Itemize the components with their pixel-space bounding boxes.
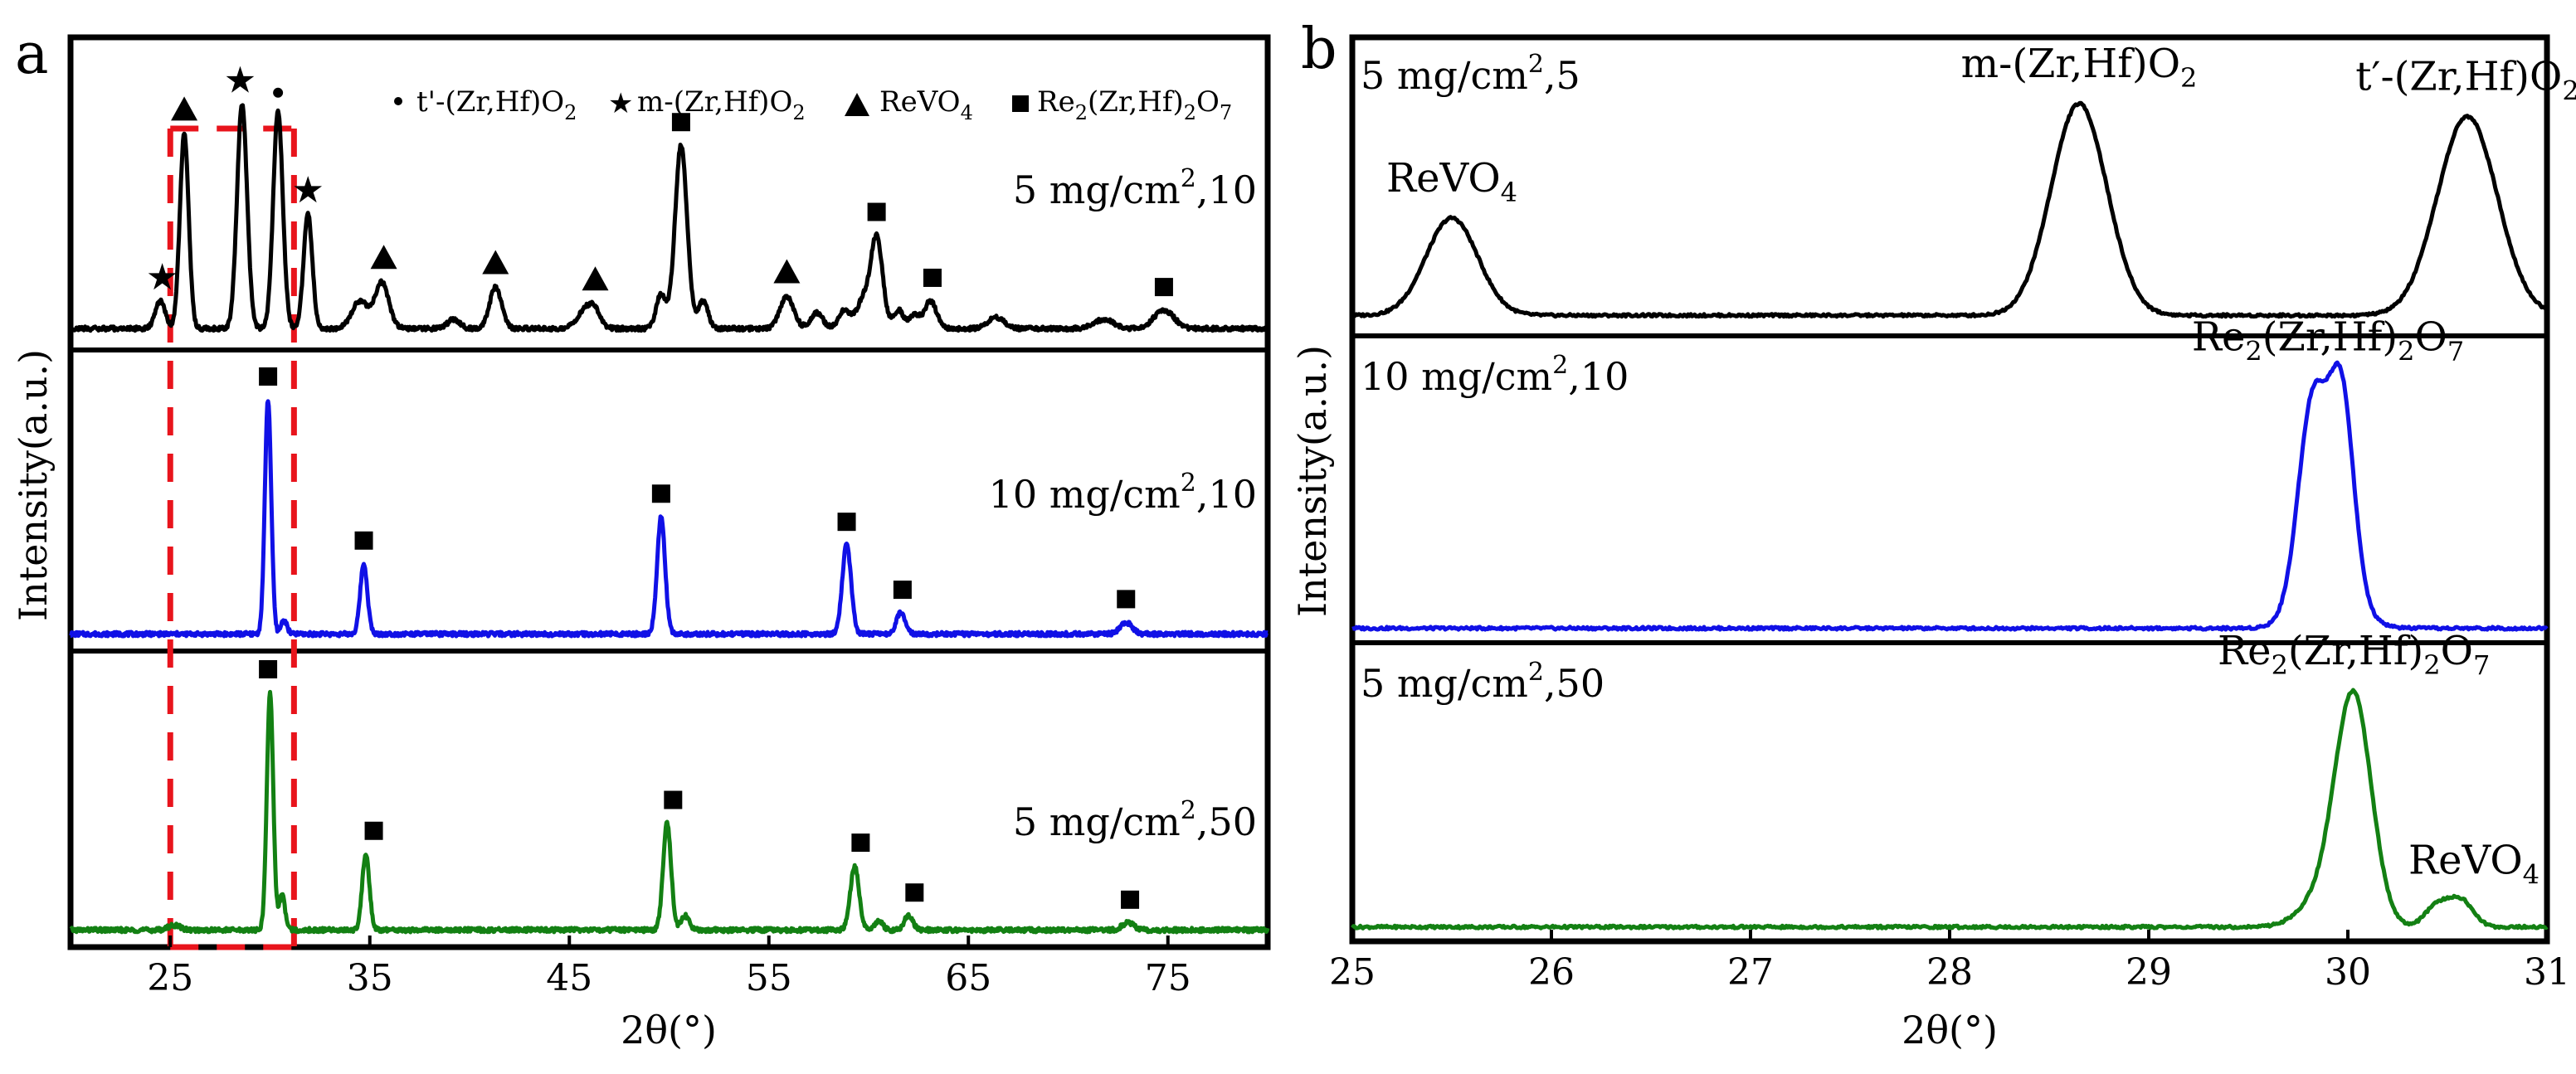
a-tick-label-1: 35 (347, 957, 393, 999)
triangle-marker-0-9 (773, 259, 801, 284)
series-line-b-1 (1351, 360, 2549, 632)
square-marker-1-2 (651, 484, 670, 503)
star-marker-0-4: ★ (291, 169, 324, 211)
square-marker-1-5 (1117, 590, 1136, 609)
square-marker-0-11 (923, 268, 942, 287)
peak-label-0-0: ReVO4 (1386, 155, 1517, 208)
square-marker-0-10 (867, 202, 886, 221)
a-tick-label-2: 45 (546, 957, 592, 999)
panel-a-ylabel: Intensity(a.u.) (11, 349, 56, 621)
panel-a-markers: ★ ★ ★ (146, 60, 1173, 909)
triangle-marker-0-6 (482, 250, 509, 275)
panel-a: ★ ★ ★ 25 35 45 55 65 75 t'-(Zr,Hf)O2 ★ m-(Zr,Hf… (11, 34, 1271, 1052)
panel-a-curves (68, 103, 1270, 935)
b-tick-label-1: 26 (1528, 951, 1575, 994)
curve-label-b-1: 10 mg/cm2,10 (1361, 351, 1629, 399)
legend-label-square: Re2(Zr,Hf)2O7 (1037, 85, 1232, 124)
series-line-b-0 (1351, 100, 2549, 319)
square-marker-1-3 (837, 513, 856, 532)
b-tick-label-5: 30 (2325, 951, 2371, 994)
panel-b-ylabel: Intensity(a.u.) (1290, 345, 1335, 617)
legend-label-dot: t'-(Zr,Hf)O2 (416, 85, 577, 124)
legend: t'-(Zr,Hf)O2 ★ m-(Zr,Hf)O2 ReVO4 Re2(Zr,… (394, 85, 1232, 124)
panel-b-curves (1351, 100, 2549, 931)
panel-b-x-ticks: 25 26 27 28 29 30 31 (1329, 930, 2570, 994)
square-marker-icon (1012, 95, 1029, 112)
dot-marker-icon (394, 97, 402, 105)
peak-label-0-2: t′-(Zr,Hf)O2 (2355, 53, 2576, 106)
curve-label-a-0: 5 mg/cm2,10 (1013, 164, 1257, 212)
series-line-a-0 (68, 103, 1269, 333)
panel-b-letter: b (1301, 17, 1337, 82)
square-marker-2-4 (905, 883, 924, 902)
square-marker-0-8 (671, 113, 690, 132)
highlight-region (167, 125, 297, 950)
peak-label-2-1: ReVO4 (2408, 837, 2539, 890)
peak-label-0-1: m-(Zr,Hf)O2 (1961, 41, 2198, 94)
square-marker-2-2 (664, 790, 683, 809)
curve-label-b-2: 5 mg/cm2,50 (1361, 658, 1605, 706)
square-marker-0-12 (1154, 278, 1173, 297)
b-tick-label-4: 29 (2126, 951, 2172, 994)
a-tick-label-4: 65 (945, 957, 991, 999)
triangle-marker-icon (845, 93, 869, 116)
legend-item-dot: t'-(Zr,Hf)O2 (394, 85, 577, 124)
series-line-b-2 (1351, 688, 2549, 931)
panel-b-frame (1349, 34, 2550, 945)
legend-item-star: ★ m-(Zr,Hf)O2 (608, 85, 806, 124)
star-marker-0-0: ★ (146, 256, 178, 299)
star-marker-icon: ★ (608, 87, 633, 120)
square-marker-1-4 (893, 581, 912, 600)
square-marker-2-1 (364, 821, 383, 840)
star-marker-0-2: ★ (224, 60, 256, 102)
curve-label-b-0: 5 mg/cm2,5 (1361, 50, 1580, 98)
b-tick-label-2: 27 (1727, 951, 1774, 994)
triangle-marker-0-1 (171, 96, 198, 121)
square-marker-2-3 (851, 833, 870, 853)
a-tick-label-5: 75 (1145, 957, 1191, 999)
triangle-marker-0-5 (370, 245, 397, 270)
square-marker-2-0 (259, 659, 278, 678)
panel-b-peak-labels: ReVO4 m-(Zr,Hf)O2 t′-(Zr,Hf)O2 Re2(Zr,Hf)2O… (1386, 41, 2576, 890)
legend-label-triangle: ReVO4 (879, 85, 973, 124)
panel-a-xlabel: 2θ(°) (621, 1008, 717, 1052)
a-tick-label-0: 25 (147, 957, 193, 999)
legend-item-square: Re2(Zr,Hf)2O7 (1012, 85, 1232, 124)
panel-b-xlabel: 2θ(°) (1902, 1008, 1998, 1052)
panel-b: 25 26 27 28 29 30 31 5 mg/cm2,5 10 mg/cm2,10 5… (1290, 34, 2576, 1052)
curve-label-a-1: 10 mg/cm2,10 (989, 469, 1257, 517)
b-tick-label-6: 31 (2524, 951, 2570, 994)
square-marker-1-0 (259, 367, 278, 386)
a-tick-label-3: 55 (746, 957, 792, 999)
b-tick-label-0: 25 (1329, 951, 1376, 994)
panel-a-letter: a (15, 22, 49, 87)
peak-label-1-0: Re2(Zr,Hf)2O7 (2192, 314, 2464, 367)
square-marker-1-1 (354, 531, 373, 550)
triangle-marker-0-7 (582, 266, 609, 291)
panel-a-frame (67, 34, 1271, 950)
series-line-a-2 (69, 689, 1270, 935)
legend-label-star: m-(Zr,Hf)O2 (637, 85, 806, 124)
legend-item-triangle: ReVO4 (845, 85, 973, 124)
curve-label-a-2: 5 mg/cm2,50 (1013, 796, 1257, 844)
series-line-a-1 (69, 399, 1269, 639)
square-marker-2-5 (1121, 890, 1140, 909)
dot-marker-0-3 (273, 87, 284, 98)
peak-label-2-0: Re2(Zr,Hf)2O7 (2218, 628, 2490, 681)
panel-a-x-ticks: 25 35 45 55 65 75 (147, 935, 1191, 999)
b-tick-label-3: 28 (1926, 951, 1973, 994)
